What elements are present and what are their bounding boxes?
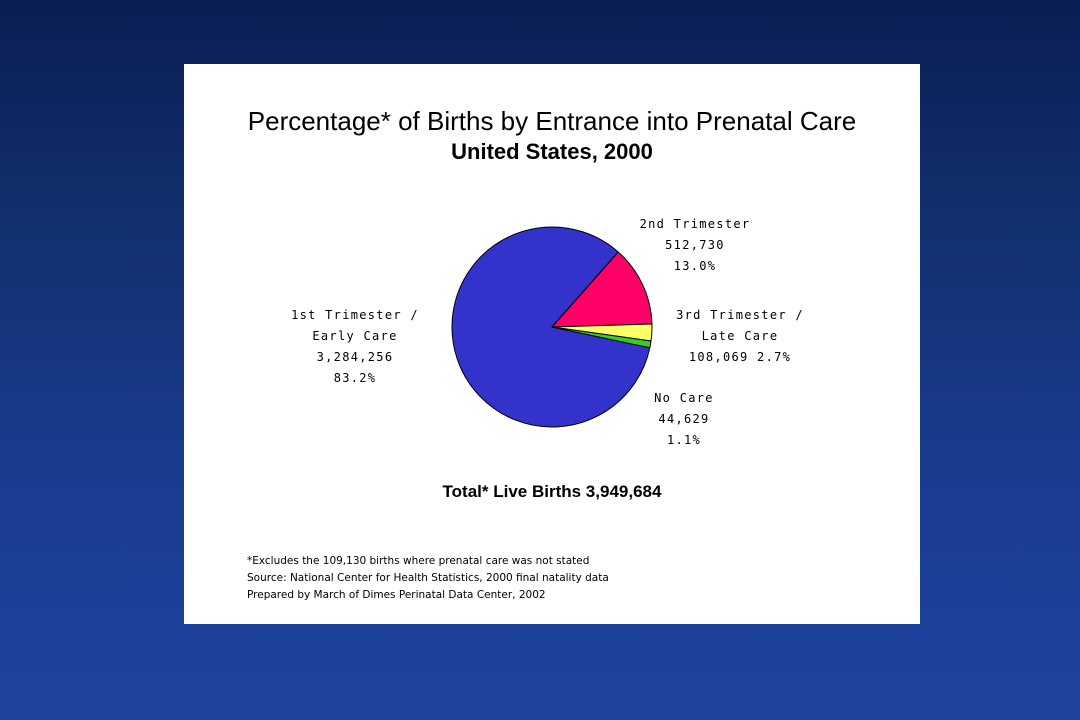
label-2nd-trimester: 2nd Trimester 512,730 13.0%	[640, 217, 751, 273]
label-2nd-trimester-line-1: 2nd Trimester	[640, 217, 751, 231]
label-no-care-line-1: No Care	[654, 391, 714, 405]
label-3rd-trimester: 3rd Trimester / Late Care 108,069 2.7%	[676, 308, 804, 364]
footnote-prepared-by: Prepared by March of Dimes Perinatal Dat…	[247, 589, 546, 601]
pie-chart: 1st Trimester / Early Care 3,284,256 83.2% 2…	[291, 217, 804, 447]
chart-title: Percentage* of Births by Entrance into P…	[247, 106, 857, 136]
label-1st-trimester-line-3: 3,284,256	[317, 350, 394, 364]
label-1st-trimester-line-4: 83.2%	[334, 371, 377, 385]
label-2nd-trimester-line-3: 13.0%	[674, 259, 717, 273]
footnote-excludes: *Excludes the 109,130 births where prena…	[247, 555, 590, 567]
label-no-care-line-2: 44,629	[658, 412, 709, 426]
slice-no-care	[551, 326, 652, 349]
label-3rd-trimester-line-2: Late Care	[702, 329, 779, 343]
total-live-births: Total* Live Births 3,949,684	[442, 482, 662, 501]
chart-card: Percentage* of Births by Entrance into P…	[184, 64, 920, 624]
footnote-source: Source: National Center for Health Stati…	[247, 572, 609, 584]
label-3rd-trimester-line-3: 108,069 2.7%	[689, 350, 791, 364]
label-no-care: No Care 44,629 1.1%	[654, 391, 714, 447]
label-1st-trimester-line-1: 1st Trimester /	[291, 308, 419, 322]
label-2nd-trimester-line-2: 512,730	[665, 238, 725, 252]
label-3rd-trimester-line-1: 3rd Trimester /	[676, 308, 804, 322]
slice-1st-trimester	[451, 226, 651, 428]
label-no-care-line-3: 1.1%	[667, 433, 701, 447]
slice-2nd-trimester	[551, 251, 653, 328]
label-1st-trimester-line-2: Early Care	[312, 329, 397, 343]
label-1st-trimester: 1st Trimester / Early Care 3,284,256 83.2%	[291, 308, 419, 385]
chart-subtitle: United States, 2000	[451, 139, 653, 164]
